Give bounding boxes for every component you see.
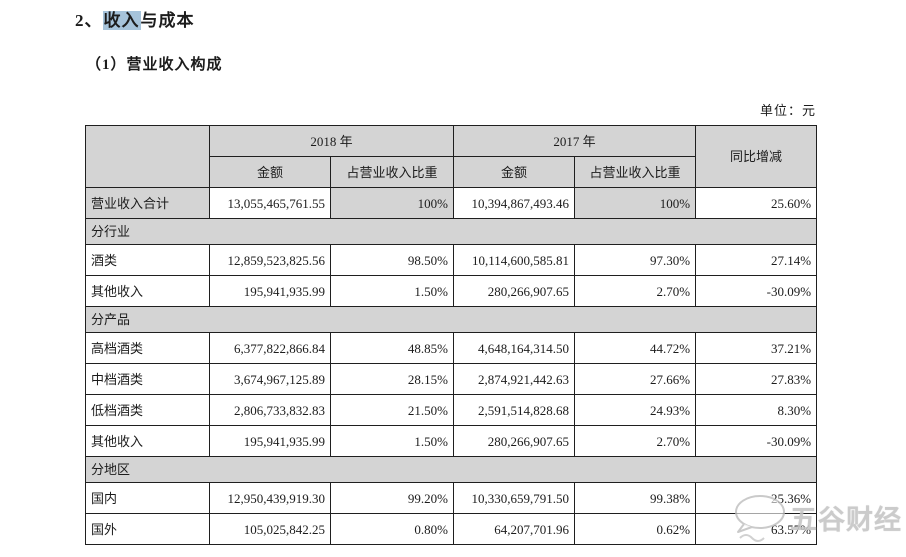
col-header-amount-2017: 金额 (453, 156, 576, 188)
cell-value: -30.09% (695, 275, 818, 307)
unit-label: 单位：元 (759, 103, 816, 118)
cell-value: 10,114,600,585.81 (453, 244, 576, 276)
table-row: 其他收入 195,941,935.99 1.50% 280,266,907.65 2.7… (85, 425, 818, 457)
cell-value: 97.30% (574, 244, 697, 276)
col-header-yoy: 同比增减 (695, 125, 818, 188)
page-subtitle: （1）营业收入构成 (86, 57, 223, 73)
cell-value: 2.70% (574, 425, 697, 457)
cell-value: 28.15% (329, 363, 455, 395)
col-header-share-2017: 占营业收入比重 (574, 156, 697, 188)
cell-value: 3,674,967,125.89 (209, 363, 331, 395)
cell-value: 10,330,659,791.50 (453, 482, 576, 514)
cell-value: 2,591,514,828.68 (453, 394, 576, 426)
col-header-2017: 2017 年 (453, 125, 697, 157)
row-label: 酒类 (85, 244, 210, 276)
cell-value: 99.38% (574, 482, 697, 514)
table-row: 营业收入合计 13,055,465,761.55 100% 10,394,867,49… (85, 187, 818, 219)
cell-value: 195,941,935.99 (209, 275, 331, 307)
title-prefix: 2、 (75, 11, 103, 30)
cell-value: 48.85% (329, 332, 455, 364)
row-label: 国内 (85, 482, 210, 514)
cell-value: 63.57% (695, 513, 818, 545)
cell-value: 98.50% (329, 244, 455, 276)
cell-value: 10,394,867,493.46 (453, 187, 576, 219)
cell-value: 21.50% (329, 394, 455, 426)
row-label: 低档酒类 (85, 394, 210, 426)
cell-value: 2,806,733,832.83 (209, 394, 331, 426)
section-row: 分地区 (84, 456, 818, 483)
revenue-composition-table: 2018 年 2017 年 同比增减 金额 占营业收入比重 金额 占营业收入比重… (84, 125, 818, 545)
table-row: 高档酒类 6,377,822,866.84 48.85% 4,648,164,314.… (85, 332, 818, 364)
col-header-share-2018: 占营业收入比重 (329, 156, 455, 188)
cell-value: 6,377,822,866.84 (209, 332, 331, 364)
cell-value: 44.72% (574, 332, 697, 364)
cell-value: 27.14% (695, 244, 818, 276)
page-title: 2、收入与成本 (75, 6, 195, 31)
cell-value: 25.36% (695, 482, 818, 514)
section-label: 分地区 (84, 456, 818, 483)
cell-value: 27.66% (574, 363, 697, 395)
title-highlighted-text: 收入 (102, 11, 141, 30)
title-rest: 与成本 (140, 11, 195, 30)
cell-value: 280,266,907.65 (453, 425, 576, 457)
table-row: 其他收入 195,941,935.99 1.50% 280,266,907.65 2.7… (85, 275, 818, 307)
cell-value: 4,648,164,314.50 (453, 332, 576, 364)
table-row: 低档酒类 2,806,733,832.83 21.50% 2,591,514,828.… (85, 394, 818, 426)
cell-value: 100% (329, 187, 455, 219)
col-header-amount-2018: 金额 (209, 156, 331, 188)
cell-value: 100% (574, 187, 697, 219)
section-label: 分行业 (84, 218, 818, 245)
table-row: 酒类 12,859,523,825.56 98.50% 10,114,600,585.… (85, 244, 818, 276)
cell-value: 280,266,907.65 (453, 275, 576, 307)
row-label: 中档酒类 (85, 363, 210, 395)
section-label: 分产品 (84, 306, 818, 333)
row-label: 营业收入合计 (85, 187, 210, 219)
table-row: 国内 12,950,439,919.30 99.20% 10,330,659,791.… (85, 482, 818, 514)
cell-value: 27.83% (695, 363, 818, 395)
cell-value: 2,874,921,442.63 (453, 363, 576, 395)
cell-value: 99.20% (329, 482, 455, 514)
cell-value: 24.93% (574, 394, 697, 426)
cell-value: 0.62% (574, 513, 697, 545)
cell-value: 37.21% (695, 332, 818, 364)
section-row: 分行业 (84, 218, 818, 245)
cell-value: 2.70% (574, 275, 697, 307)
cell-value: 0.80% (329, 513, 455, 545)
cell-value: 64,207,701.96 (453, 513, 576, 545)
corner-cell (85, 125, 210, 188)
cell-value: 12,950,439,919.30 (209, 482, 331, 514)
table-header-row-measures: 金额 占营业收入比重 金额 占营业收入比重 (86, 156, 817, 188)
row-label: 国外 (85, 513, 210, 545)
cell-value: -30.09% (695, 425, 818, 457)
row-label: 高档酒类 (85, 332, 210, 364)
table-row: 国外 105,025,842.25 0.80% 64,207,701.96 0.62% 6… (85, 513, 818, 545)
cell-value: 8.30% (695, 394, 818, 426)
section-row: 分产品 (84, 306, 818, 333)
cell-value: 1.50% (329, 425, 455, 457)
cell-value: 25.60% (695, 187, 818, 219)
cell-value: 12,859,523,825.56 (209, 244, 331, 276)
table-header-row-years: 2018 年 2017 年 同比增减 (85, 125, 818, 188)
row-label: 其他收入 (85, 425, 210, 457)
col-header-2018: 2018 年 (208, 125, 455, 157)
cell-value: 105,025,842.25 (209, 513, 331, 545)
table-row: 中档酒类 3,674,967,125.89 28.15% 2,874,921,442.… (85, 363, 818, 395)
row-label: 其他收入 (85, 275, 210, 307)
cell-value: 195,941,935.99 (209, 425, 331, 457)
cell-value: 13,055,465,761.55 (209, 187, 331, 219)
cell-value: 1.50% (329, 275, 455, 307)
